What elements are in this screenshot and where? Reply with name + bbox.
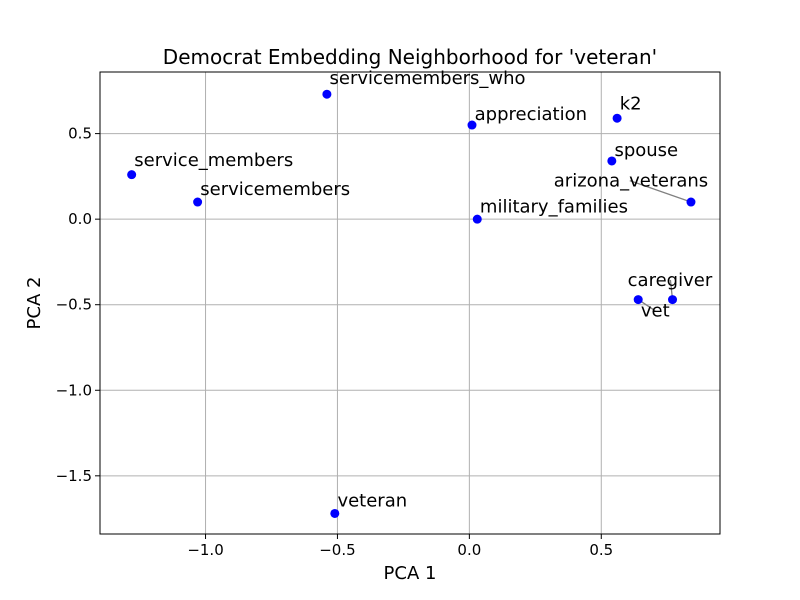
point-label: service_members [134,150,293,171]
data-point [686,197,696,207]
point-label: caregiver [628,270,713,291]
x-axis-label: PCA 1 [384,563,437,584]
y-tick-label: −1.5 [56,467,92,485]
y-tick-label: 0.5 [68,125,92,143]
y-tick-label: −0.5 [56,296,92,314]
data-point [193,197,203,207]
axis-ticks: −1.0 −0.5 0.0 0.5 −1.5 −1.0 −0.5 0.0 0.5 [56,125,614,559]
data-point [633,295,643,305]
data-point [322,89,332,99]
x-tick-label: 0.5 [589,541,613,559]
data-point [467,120,477,130]
y-tick-label: 0.0 [68,210,92,228]
data-point [127,170,137,180]
data-point [607,156,617,166]
point-label: spouse [614,140,678,161]
x-tick-label: 0.0 [457,541,481,559]
data-points [127,89,696,518]
point-label: appreciation [475,104,587,125]
y-axis-label: PCA 2 [24,277,45,330]
y-tick-label: −1.0 [56,381,92,399]
point-label: servicemembers_who [330,68,526,89]
point-label: vet [641,301,670,322]
x-tick-label: −0.5 [319,541,355,559]
point-label: arizona_veterans [554,171,708,192]
chart-title: Democrat Embedding Neighborhood for 'vet… [163,45,657,69]
point-label: veteran [337,491,407,512]
data-point [330,508,340,518]
data-point [612,113,622,123]
point-label: servicemembers [200,179,350,200]
x-tick-label: −1.0 [187,541,223,559]
point-label: military_families [480,196,628,217]
plot-frame [99,71,721,535]
point-labels: servicemembers_who appreciation k2 service_… [134,68,713,512]
point-label: k2 [620,94,642,115]
plot-area [100,72,720,534]
data-point [668,295,678,305]
connector-line [629,180,692,203]
data-point [472,214,482,224]
grid [100,72,720,534]
